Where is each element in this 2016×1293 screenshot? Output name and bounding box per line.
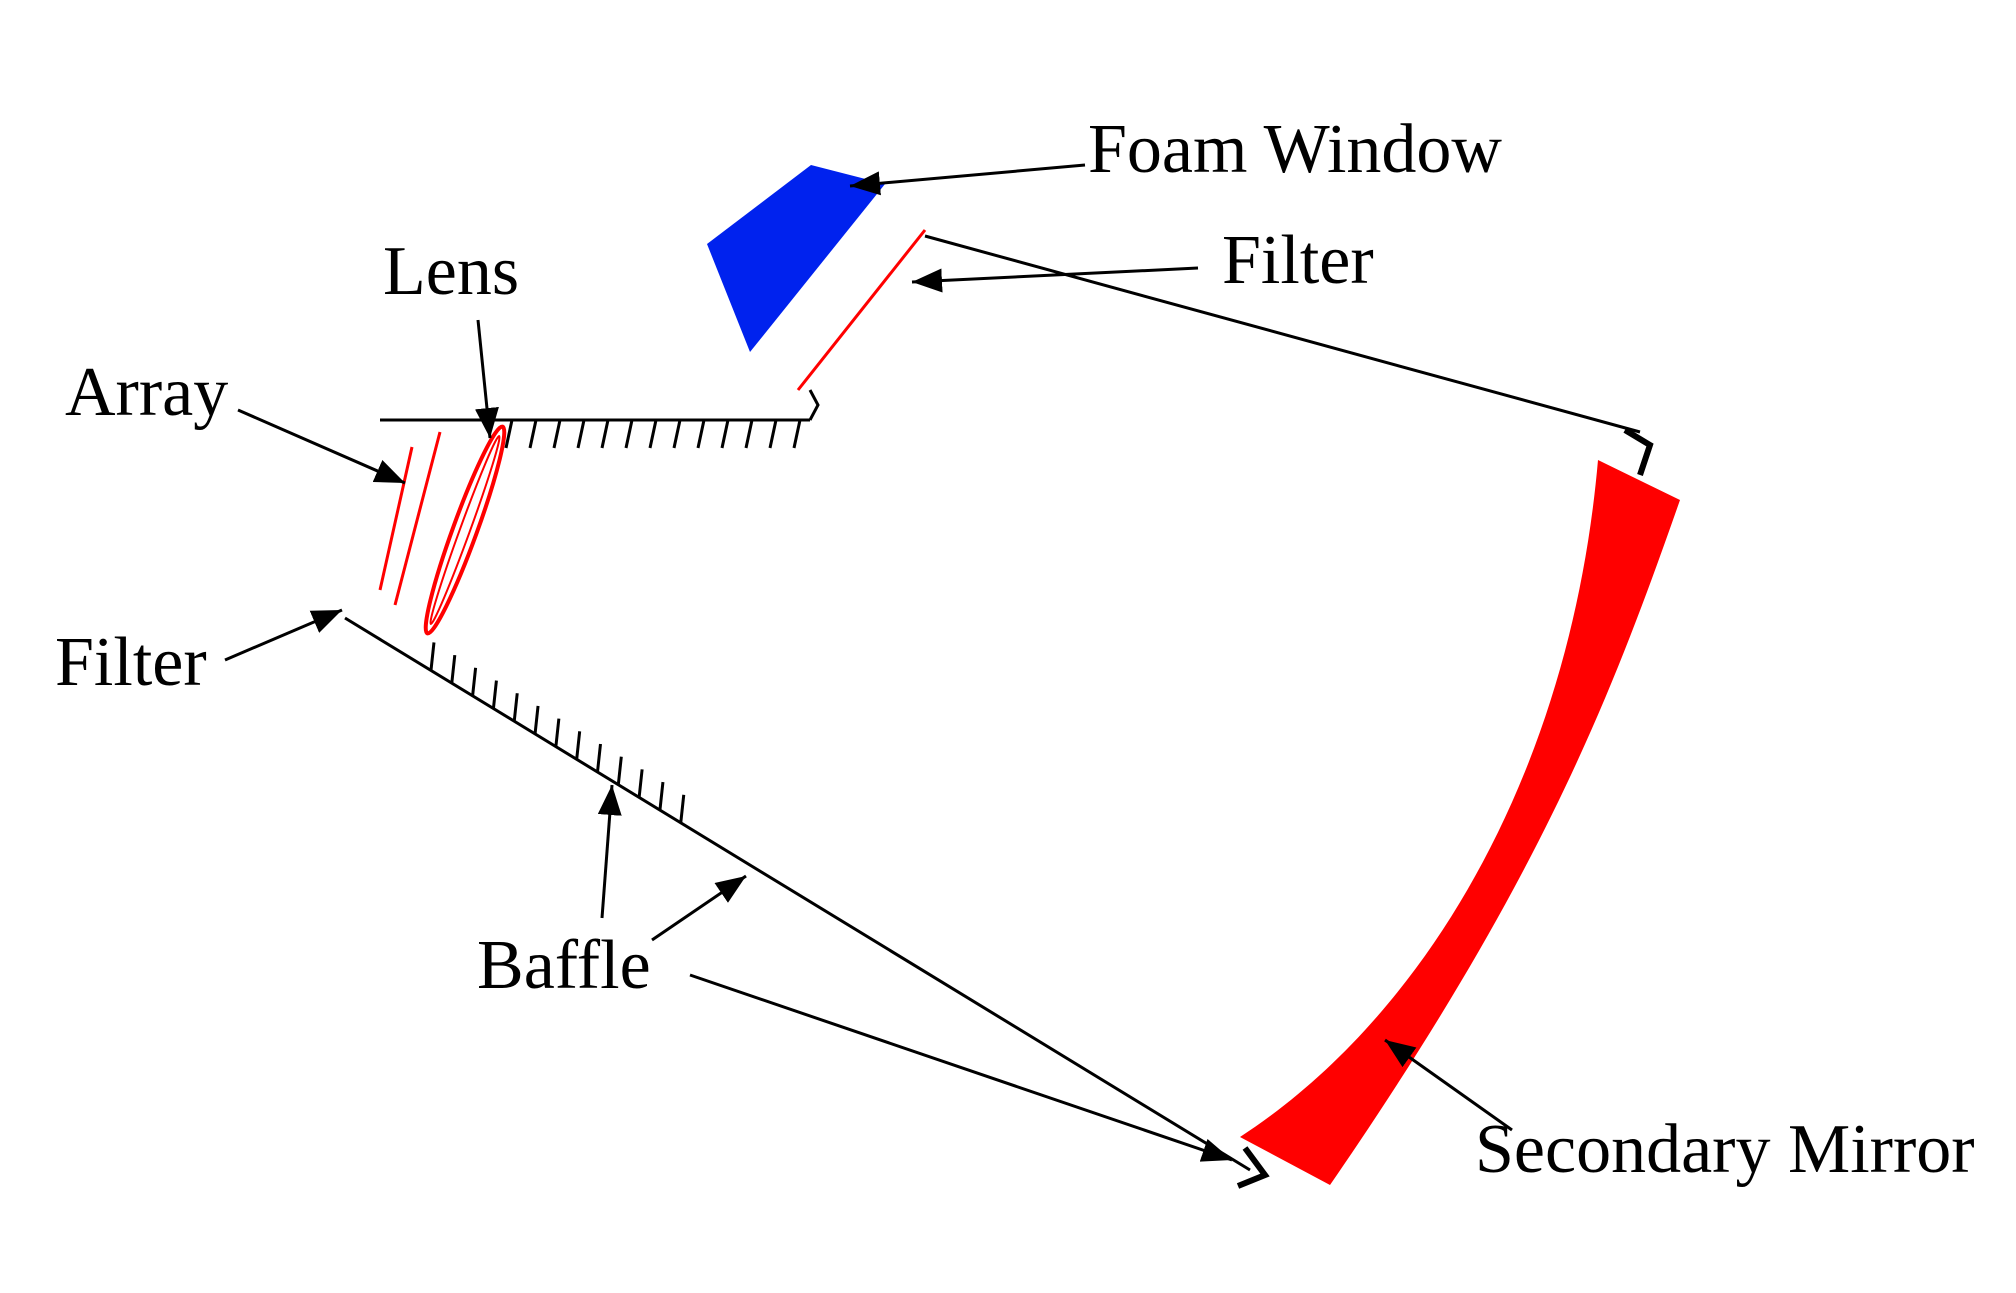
lens-shape-inner [429, 435, 501, 625]
foam-window-arrow [849, 163, 1086, 196]
upper-baffle-end [808, 389, 820, 421]
baffle-arrow-2 [651, 874, 747, 942]
baffle-tick [450, 654, 457, 684]
baffle-tick [575, 731, 582, 760]
secondary-mirror-label: Secondary Mirror [1475, 1111, 1975, 1188]
filter-left-label: Filter [55, 624, 207, 701]
filter-top-label: Filter [1222, 222, 1374, 299]
upper-baffle-line [924, 234, 1641, 434]
baffle-tick [471, 667, 478, 696]
baffle-tick [744, 419, 754, 449]
lens-shape [423, 424, 507, 636]
baffle-arrow-3 [689, 973, 1233, 1162]
baffle-tick [720, 419, 730, 449]
foam-window-label: Foam Window [1088, 111, 1502, 188]
baffle-tick [512, 693, 519, 722]
baffle-tick [504, 419, 514, 449]
filter-top-arrow [911, 266, 1199, 293]
array-shape-2 [393, 431, 442, 606]
baffle-tick [491, 680, 498, 709]
baffle-tick [637, 769, 644, 798]
baffle-tick [528, 419, 538, 449]
foam-window-shape [707, 165, 885, 352]
baffle-tick [600, 419, 610, 449]
baffle-arrow-1 [597, 784, 622, 919]
top-filter-shape [796, 229, 927, 391]
mirror-bottom-bracket [1236, 1146, 1270, 1189]
baffle-tick [672, 419, 682, 449]
upper-baffle-ticks [504, 419, 802, 449]
baffle-label: Baffle [477, 927, 651, 1004]
baffle-tick [552, 419, 562, 449]
secondary-mirror-arrow [1384, 1038, 1513, 1132]
baffle-tick [768, 419, 778, 449]
secondary-mirror-shape [1240, 460, 1680, 1185]
array-label: Array [65, 354, 228, 431]
array-arrow [237, 408, 406, 485]
baffle-tick [429, 642, 436, 671]
lower-baffle-line [344, 616, 1251, 1172]
baffle-tick [679, 794, 686, 823]
lens-label: Lens [383, 233, 519, 310]
lens-arrow [475, 319, 499, 439]
array-shape [378, 446, 414, 591]
baffle-tick [696, 419, 706, 449]
baffle-tick [624, 419, 634, 449]
mirror-top-bracket [1623, 427, 1654, 476]
baffle-tick [658, 781, 665, 811]
baffle-tick [596, 743, 602, 773]
baffle-tick [554, 718, 561, 747]
baffle-tick [792, 419, 802, 449]
baffle-tick [616, 756, 623, 785]
baffle-tick [648, 419, 658, 449]
filter-left-arrow [224, 608, 343, 662]
baffle-tick [533, 705, 540, 735]
lower-baffle-ticks [429, 642, 686, 823]
baffle-tick [576, 419, 586, 449]
